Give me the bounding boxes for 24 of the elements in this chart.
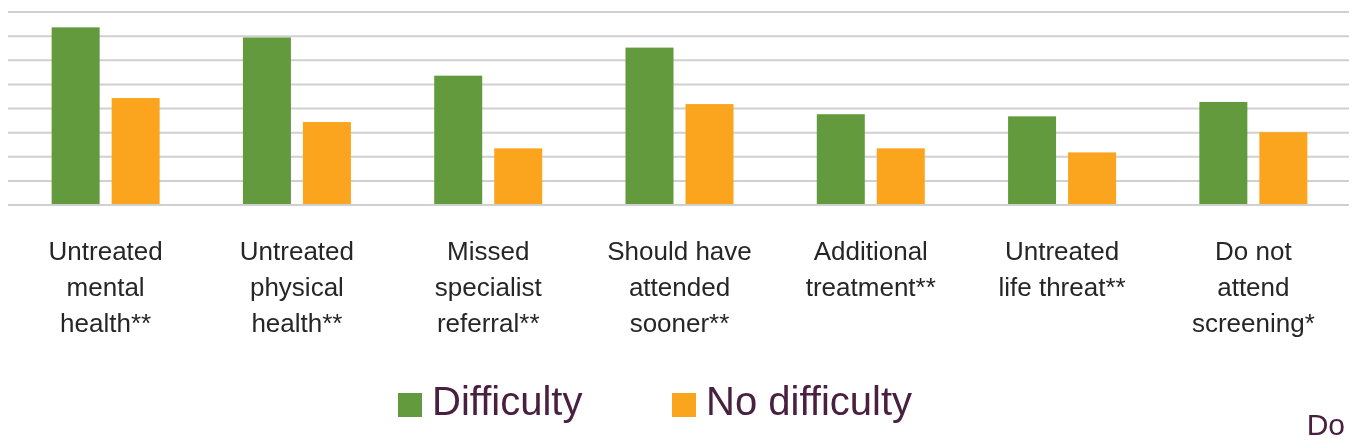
x-tick-label: Missed specialist referral** xyxy=(434,236,543,338)
legend-label: No difficulty xyxy=(706,379,913,423)
bar xyxy=(1008,116,1057,205)
x-tick-label: Should have attended sooner** xyxy=(607,236,752,338)
x-tick-label: Untreated physical health** xyxy=(239,236,355,338)
x-tick-label: Do not attend screening* xyxy=(1191,236,1315,338)
bar xyxy=(816,114,865,205)
bar xyxy=(876,148,925,205)
bar xyxy=(625,47,674,205)
bar xyxy=(302,122,351,205)
bar xyxy=(1199,101,1248,205)
bar xyxy=(242,37,291,205)
x-tick-label: Untreated mental health** xyxy=(48,236,163,338)
bar xyxy=(685,104,734,205)
bar xyxy=(111,98,160,205)
text: Do xyxy=(1306,408,1345,441)
x-tick-label: Additional treatment** xyxy=(805,236,936,302)
bar xyxy=(51,27,100,205)
bar xyxy=(1068,152,1117,205)
bar xyxy=(1259,132,1308,205)
x-tick-label: Untreated life threat** xyxy=(998,236,1126,302)
bar xyxy=(434,75,483,205)
bar xyxy=(494,148,543,205)
legend-label: Difficulty xyxy=(432,379,583,423)
